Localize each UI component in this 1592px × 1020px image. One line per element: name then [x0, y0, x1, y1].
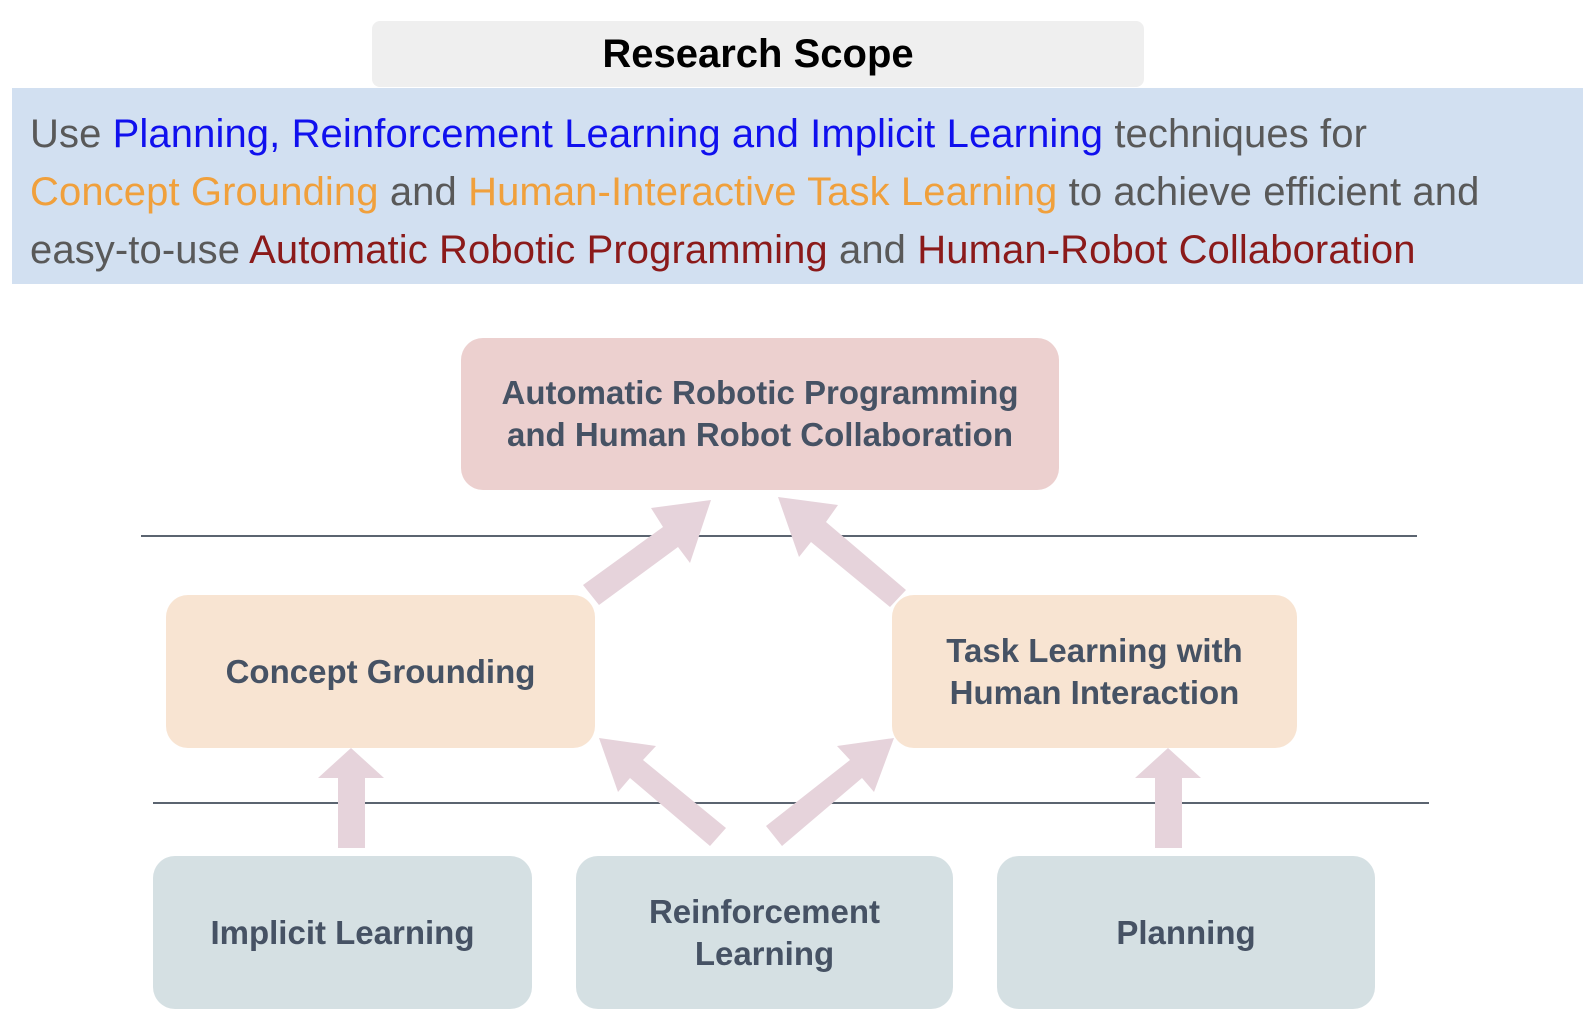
node-implicit-learning-label: Implicit Learning — [210, 913, 475, 951]
node-task-learning-human-interaction: Task Learning with Human Interaction — [892, 595, 1297, 748]
arrow-rl-to-concept — [599, 738, 726, 846]
node-concept-grounding-label: Concept Grounding — [225, 652, 536, 690]
scope-seg-automatic-programming: Automatic Robotic Programming — [249, 228, 828, 272]
node-reinforcement-learning: Reinforcement Learning — [576, 856, 953, 1009]
scope-seg-task-learning: Human-Interactive Task Learning — [468, 170, 1058, 214]
node-automatic-programming-hrc: Automatic Robotic Programming and Human … — [461, 338, 1059, 490]
node-planning-label: Planning — [1116, 913, 1256, 951]
scope-statement-panel: Use Planning, Reinforcement Learning and… — [12, 88, 1583, 284]
research-scope-title-bar: Research Scope — [372, 21, 1144, 87]
node-task-learning-label: Task Learning with Human Interaction — [946, 631, 1243, 711]
arrow-rl-to-task — [766, 738, 894, 846]
node-planning: Planning — [997, 856, 1375, 1009]
arrow-concept-to-top — [583, 500, 711, 605]
node-reinforcement-learning-label: Reinforcement Learning — [648, 892, 881, 972]
scope-seg-methods: Planning, Reinforcement Learning and Imp… — [112, 112, 1104, 156]
scope-seg-0: Use — [30, 112, 113, 156]
scope-seg-8: and — [827, 228, 918, 272]
arrow-planning-to-task — [1135, 748, 1201, 848]
arrow-task-to-top — [778, 497, 906, 607]
scope-statement: Use Planning, Reinforcement Learning and… — [30, 105, 1565, 279]
divider-line-lower — [153, 802, 1429, 804]
scope-seg-2: techniques for — [1103, 112, 1367, 156]
node-implicit-learning: Implicit Learning — [153, 856, 532, 1009]
arrow-implicit-to-concept — [318, 748, 384, 848]
node-concept-grounding: Concept Grounding — [166, 595, 595, 748]
node-automatic-programming-hrc-label: Automatic Robotic Programming and Human … — [501, 374, 1019, 453]
scope-seg-hrc: Human-Robot Collaboration — [917, 228, 1416, 272]
scope-seg-concept-grounding: Concept Grounding — [30, 170, 379, 214]
page-title: Research Scope — [602, 31, 914, 76]
scope-seg-6: to achieve efficient and easy-to-use — [30, 170, 1480, 272]
scope-seg-4: and — [378, 170, 469, 214]
divider-line-upper — [141, 535, 1417, 537]
